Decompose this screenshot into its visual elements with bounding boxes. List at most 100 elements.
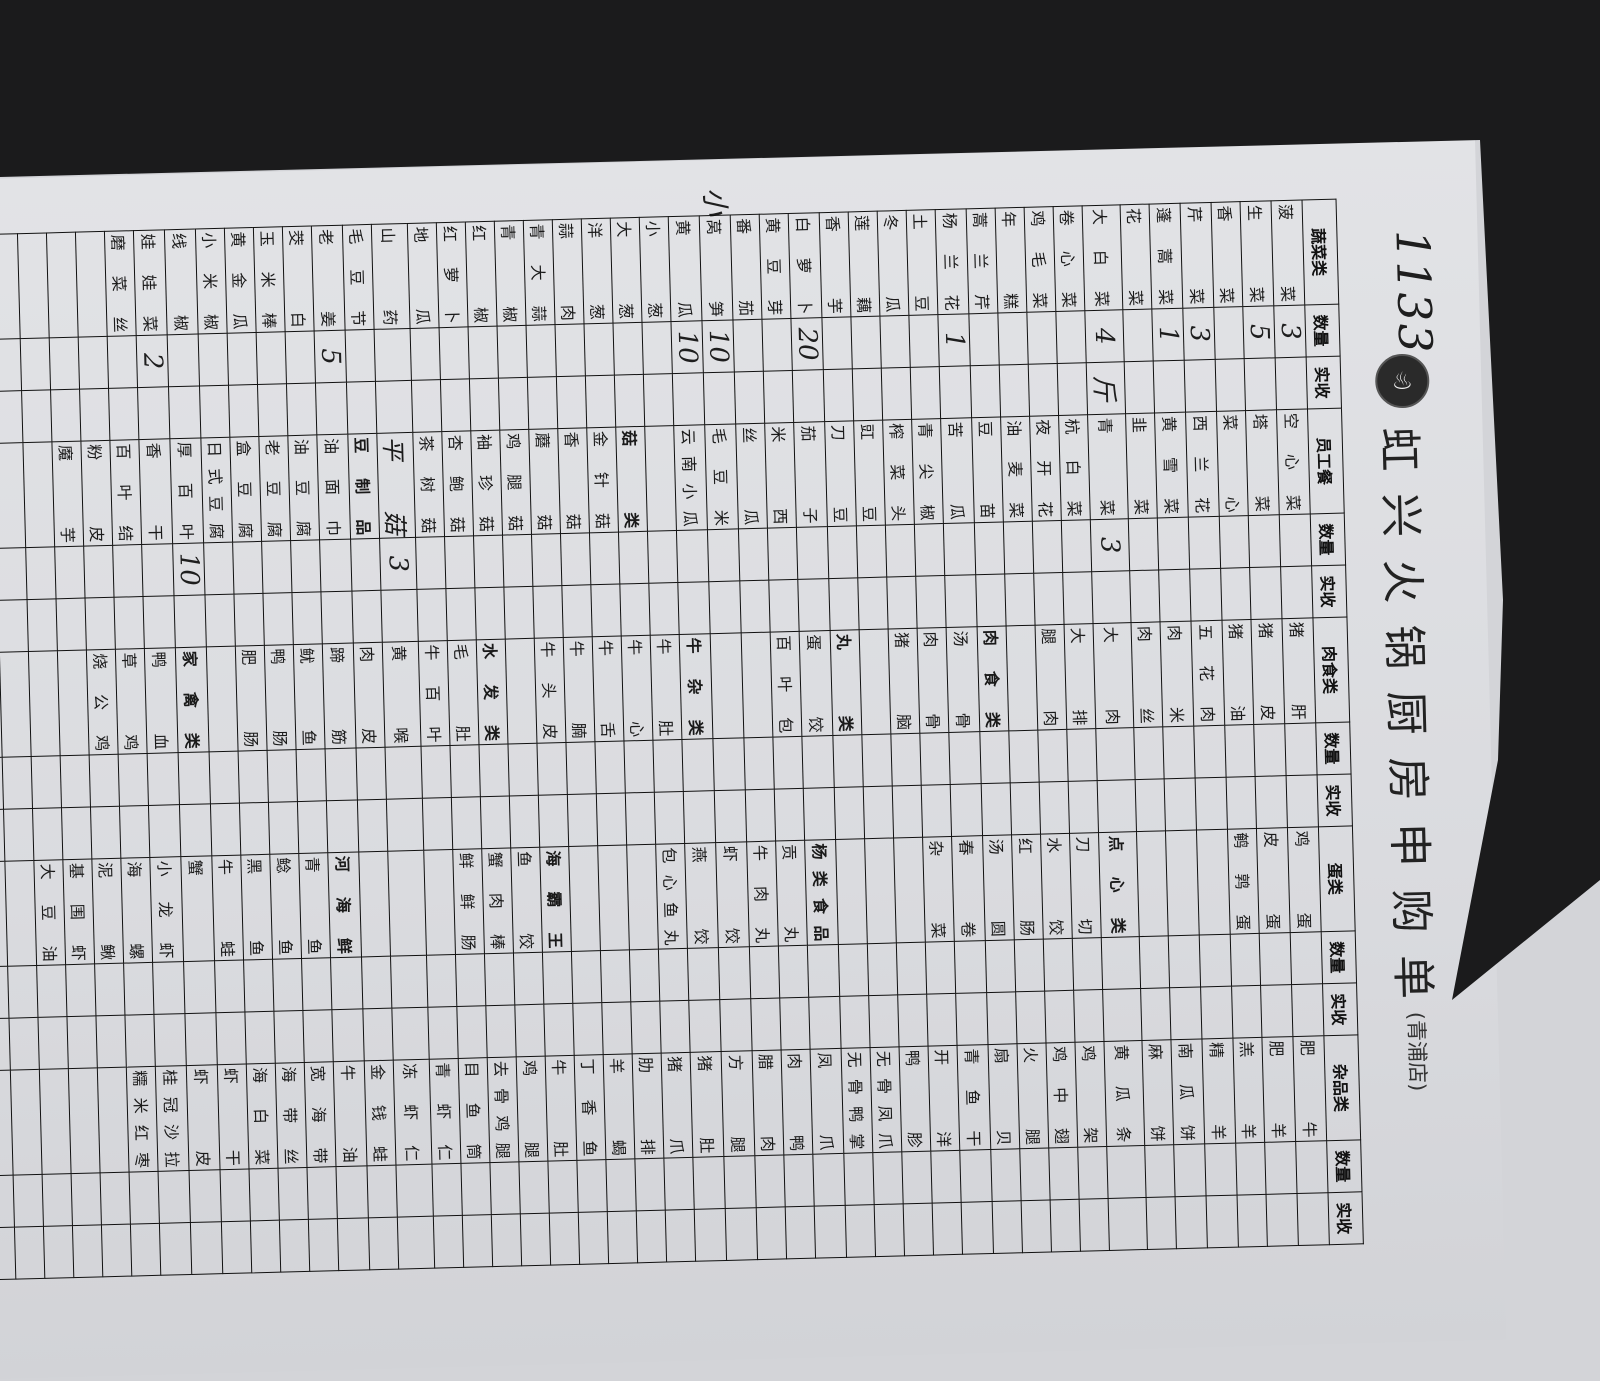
received-cell[interactable] [1021, 1199, 1052, 1253]
received-cell[interactable] [297, 800, 328, 854]
received-cell[interactable] [756, 1206, 787, 1260]
received-cell[interactable] [498, 377, 529, 431]
received-cell[interactable] [503, 586, 535, 640]
received-cell[interactable] [43, 1225, 74, 1279]
received-cell[interactable] [1231, 985, 1262, 1039]
quantity-cell[interactable] [278, 1167, 309, 1221]
received-cell[interactable] [32, 807, 63, 861]
quantity-cell[interactable] [513, 952, 544, 1005]
quantity-cell[interactable] [2, 756, 33, 810]
received-cell[interactable] [725, 1207, 758, 1261]
quantity-cell[interactable] [531, 533, 562, 587]
quantity-cell[interactable] [468, 326, 499, 379]
received-cell[interactable] [1068, 780, 1099, 834]
quantity-cell[interactable] [641, 321, 673, 375]
quantity-cell[interactable] [676, 529, 709, 583]
quantity-cell[interactable] [555, 323, 586, 377]
received-cell[interactable] [1275, 356, 1308, 410]
quantity-cell[interactable] [431, 1163, 463, 1217]
received-cell[interactable] [95, 1015, 127, 1068]
quantity-cell[interactable] [296, 748, 327, 802]
received-cell[interactable] [683, 790, 716, 844]
quantity-cell[interactable] [366, 1165, 398, 1218]
quantity-cell[interactable] [36, 964, 67, 1018]
received-cell[interactable] [950, 783, 983, 837]
quantity-cell[interactable] [473, 535, 504, 588]
quantity-cell[interactable] [612, 322, 644, 376]
received-cell[interactable] [834, 786, 865, 840]
received-cell[interactable] [153, 1013, 187, 1067]
received-cell[interactable] [351, 590, 383, 644]
quantity-cell[interactable] [261, 540, 292, 594]
received-cell[interactable] [190, 1221, 223, 1275]
received-cell[interactable] [456, 1005, 488, 1059]
received-cell[interactable] [416, 588, 448, 642]
quantity-cell[interactable] [838, 943, 869, 997]
received-cell[interactable] [797, 578, 831, 632]
quantity-cell[interactable] [71, 1172, 102, 1226]
quantity-cell[interactable] [634, 1158, 666, 1211]
quantity-cell[interactable] [385, 746, 423, 800]
quantity-cell[interactable] [618, 531, 649, 585]
received-cell[interactable] [514, 1004, 546, 1057]
quantity-cell[interactable]: 10 [670, 320, 704, 374]
received-cell[interactable] [1091, 570, 1132, 624]
quantity-cell[interactable] [415, 536, 446, 590]
received-cell[interactable] [474, 587, 506, 640]
quantity-cell[interactable]: 1 [937, 313, 971, 367]
received-cell[interactable] [337, 1217, 370, 1271]
quantity-cell[interactable] [723, 1155, 757, 1209]
received-cell[interactable] [90, 806, 121, 859]
received-cell[interactable] [814, 1205, 847, 1259]
received-cell[interactable] [1135, 778, 1166, 832]
quantity-cell[interactable]: 10 [172, 542, 205, 596]
received-cell[interactable] [774, 788, 805, 842]
quantity-cell[interactable]: 10 [701, 319, 735, 373]
quantity-cell[interactable] [879, 315, 911, 369]
quantity-cell[interactable] [629, 949, 660, 1002]
quantity-cell[interactable] [743, 737, 775, 790]
received-cell[interactable] [233, 593, 265, 647]
quantity-cell[interactable] [547, 1160, 579, 1214]
received-cell[interactable] [939, 365, 972, 419]
received-cell[interactable] [868, 994, 900, 1048]
quantity-cell[interactable]: 1 [1151, 308, 1185, 362]
quantity-cell[interactable] [948, 731, 982, 785]
received-cell[interactable] [1260, 984, 1293, 1038]
received-cell[interactable] [750, 997, 782, 1051]
received-cell[interactable] [308, 1218, 339, 1272]
quantity-cell[interactable] [712, 737, 746, 791]
quantity-cell[interactable] [1061, 519, 1092, 573]
received-cell[interactable] [857, 577, 889, 630]
quantity-cell[interactable] [390, 955, 428, 1009]
received-cell[interactable] [491, 1213, 522, 1267]
received-cell[interactable] [1215, 358, 1246, 412]
received-cell[interactable] [1062, 571, 1094, 625]
quantity-cell[interactable] [421, 745, 452, 799]
quantity-cell[interactable] [141, 543, 174, 597]
quantity-cell[interactable] [1043, 938, 1074, 992]
received-cell[interactable] [79, 388, 110, 442]
quantity-cell[interactable]: 4 [1084, 309, 1125, 363]
quantity-cell[interactable] [761, 318, 793, 372]
quantity-cell[interactable] [843, 1152, 875, 1206]
received-cell[interactable] [391, 1007, 430, 1061]
received-cell[interactable] [614, 374, 645, 428]
quantity-cell[interactable] [663, 1157, 695, 1211]
received-cell[interactable] [315, 382, 348, 435]
received-cell[interactable] [375, 380, 413, 434]
quantity-cell[interactable] [361, 956, 392, 1009]
quantity-cell[interactable] [238, 750, 269, 804]
received-cell[interactable] [1255, 775, 1288, 829]
received-cell[interactable] [970, 365, 1001, 418]
received-cell[interactable] [0, 1018, 11, 1071]
received-cell[interactable] [291, 591, 323, 645]
received-cell[interactable] [101, 1224, 132, 1277]
quantity-cell[interactable] [129, 1171, 160, 1225]
quantity-cell[interactable] [589, 532, 620, 585]
received-cell[interactable] [480, 796, 511, 849]
received-cell[interactable] [975, 573, 1007, 627]
received-cell[interactable] [173, 594, 207, 648]
quantity-cell[interactable] [901, 1151, 933, 1204]
quantity-cell[interactable] [118, 753, 149, 807]
